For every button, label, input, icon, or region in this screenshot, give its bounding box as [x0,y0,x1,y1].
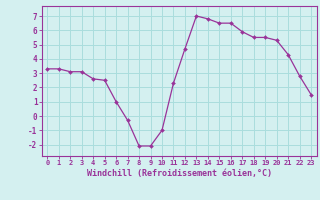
X-axis label: Windchill (Refroidissement éolien,°C): Windchill (Refroidissement éolien,°C) [87,169,272,178]
